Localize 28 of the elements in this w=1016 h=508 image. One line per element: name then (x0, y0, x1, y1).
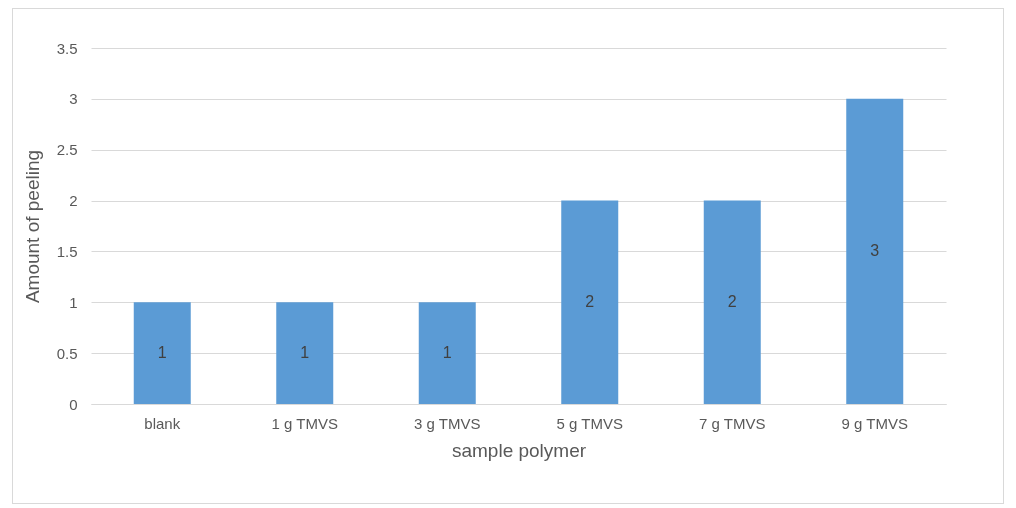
y-tick-label: 2 (69, 192, 78, 210)
x-tick-label: 5 g TMVS (556, 414, 623, 432)
x-tick-label: blank (144, 414, 181, 432)
x-axis-title: sample polymer (451, 439, 587, 461)
data-label: 1 (442, 344, 452, 362)
y-tick-label: 2.5 (56, 141, 78, 159)
data-label: 2 (585, 293, 595, 311)
data-label: 1 (157, 344, 167, 362)
y-tick-label: 3 (69, 90, 78, 108)
bar (418, 302, 476, 404)
y-tick-label: 1 (69, 293, 78, 311)
bar (276, 302, 334, 404)
x-tick-label: 7 g TMVS (699, 414, 766, 432)
bar (133, 302, 191, 404)
y-axis-title: Amount of peeling (21, 149, 43, 304)
data-label: 3 (870, 242, 880, 260)
bar (846, 98, 904, 404)
y-tick-label: 1.5 (56, 242, 78, 260)
y-tick-label: 3.5 (56, 39, 78, 57)
x-tick-label: 1 g TMVS (271, 414, 338, 432)
y-tick-label: 0.5 (56, 344, 78, 362)
data-label: 2 (727, 293, 737, 311)
bar (561, 200, 619, 404)
bar (703, 200, 761, 404)
x-tick-label: 9 g TMVS (841, 414, 908, 432)
y-tick-label: 0 (69, 395, 78, 413)
x-tick-label: 3 g TMVS (414, 414, 481, 432)
data-label: 1 (300, 344, 310, 362)
